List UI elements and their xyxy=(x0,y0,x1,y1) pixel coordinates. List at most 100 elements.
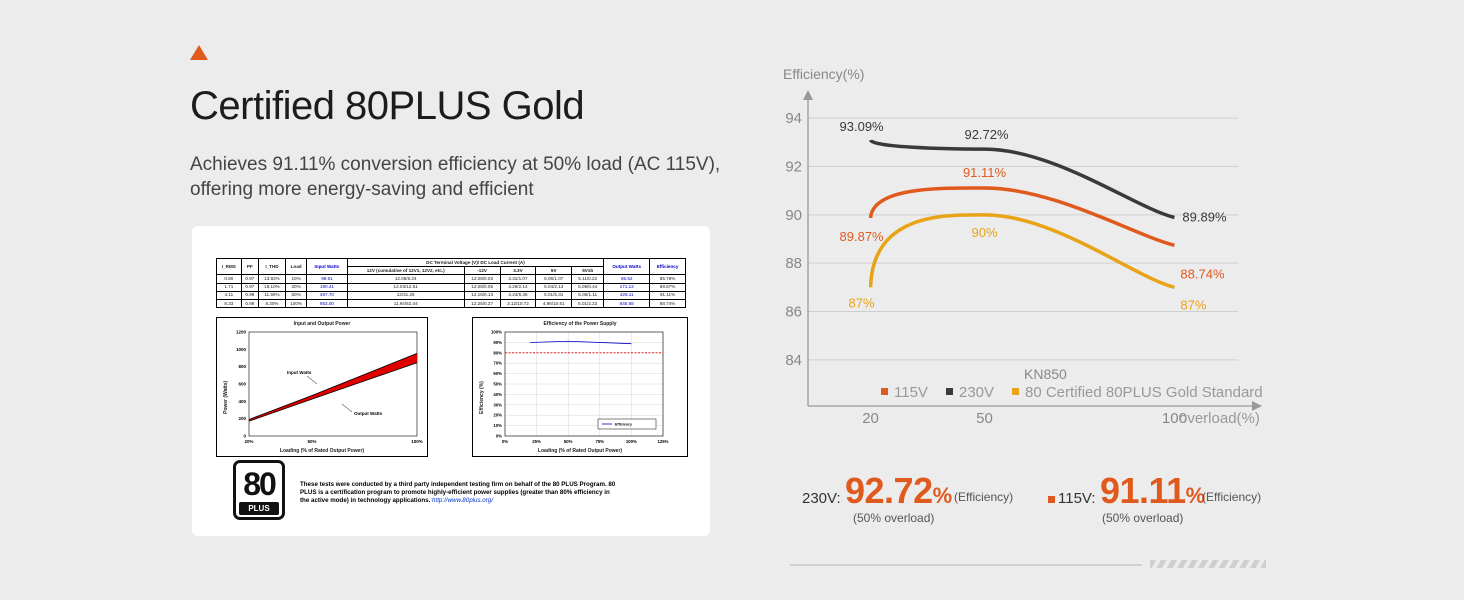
efficiency-power-supply-chart: Efficiency of the Power Supply Efficienc… xyxy=(472,317,688,457)
x-tick-label: 100 xyxy=(1162,410,1187,427)
table-cell: 467.70 xyxy=(306,290,348,300)
data-label: 91.11% xyxy=(963,165,1007,180)
eff-y-tick: 40% xyxy=(493,392,502,397)
subtitle-line-1: Achieves 91.11% conversion efficiency at… xyxy=(190,154,721,175)
stat-230v-sub: (50% overload) xyxy=(853,511,935,525)
table-cell: 5.11/0.22 xyxy=(571,274,605,284)
legend-swatch xyxy=(881,388,888,395)
chart-title: KN850 xyxy=(1024,366,1067,382)
series-line-0 xyxy=(868,186,1175,247)
th-5v: 5V xyxy=(535,266,573,276)
table-cell: 12.25/0.27 xyxy=(463,298,501,309)
output-watts-line xyxy=(248,362,418,422)
output-watts-label: Output Watts xyxy=(354,411,383,416)
report-note-link[interactable]: http://www.80plus.org/ xyxy=(432,497,493,504)
table-cell: 11.90% xyxy=(258,290,286,300)
eff-x-tick: 100% xyxy=(626,439,637,444)
table-cell: 20% xyxy=(284,282,308,292)
table-cell: 89.87% xyxy=(649,282,686,292)
data-label: 89.87% xyxy=(840,229,885,244)
stat-230v-unit: % xyxy=(932,483,953,508)
table-cell: 100% xyxy=(284,298,308,309)
y-axis-label: Efficiency(%) xyxy=(783,66,864,82)
table-cell: 3.24/5.36 xyxy=(499,290,537,300)
80plus-logo: 80 PLUS xyxy=(233,460,285,520)
table-cell: 0.97 xyxy=(240,274,260,284)
table-cell: 0.99 xyxy=(240,290,260,300)
page-subtitle: Achieves 91.11% conversion efficiency at… xyxy=(190,152,730,202)
table-row: 1.71 0.97 18.10% 20% 190.41 12.03/12.51 12.08/… xyxy=(216,282,686,292)
table-cell: 0.80 xyxy=(216,274,242,284)
eff-chart-plot: 100% 90% 80% 70% 60% 50% 40% 30% 20% 10% 0%0% 25% 50… xyxy=(491,330,669,445)
efficiency-chart: 84 86 88 90 92 94 Efficiency(%) 20 50 100 overload… xyxy=(770,60,1290,440)
y-tick-label: 90 xyxy=(785,207,802,224)
x-tick-label: 50 xyxy=(976,410,993,427)
data-label: 90% xyxy=(972,225,998,240)
legend-swatch xyxy=(1012,388,1019,395)
accent-triangle-icon xyxy=(190,45,208,60)
table-cell: 85.62 xyxy=(603,274,651,284)
subtitle-line-2: offering more energy-saving and efficien… xyxy=(190,179,534,200)
power-chart-xlabel: Loading (% of Rated Output Power) xyxy=(279,448,365,454)
eff-series-line xyxy=(530,340,632,345)
table-cell: 5.04/2.13 xyxy=(535,282,573,292)
stat-230v-number: 92.72 xyxy=(845,470,933,511)
power-x-tick: 20% xyxy=(244,439,253,444)
input-watts-pointer xyxy=(306,375,318,385)
table-cell: 12.16/0.13 xyxy=(463,290,501,300)
table-cell: 12.03/12.51 xyxy=(346,282,465,292)
power-y-tick: 600 xyxy=(238,382,246,387)
table-cell: 12.08/0.05 xyxy=(463,282,501,292)
stat-115v-sub: (50% overload) xyxy=(1102,511,1184,525)
th-dc-terminal: DC Terminal Voltage (V)/ DC Load Current… xyxy=(346,257,605,268)
th-neg12v: -12V xyxy=(463,266,501,276)
series-line-2 xyxy=(868,213,1175,290)
y-tick-label: 92 xyxy=(785,159,802,176)
th-ithd: I_THD xyxy=(258,257,286,276)
table-cell: 10% xyxy=(284,274,308,284)
table-row: 8.33 0.99 8.30% 100% 953.00 11.94/62.44 12.25/… xyxy=(216,298,686,309)
table-cell: 426.11 xyxy=(603,290,651,300)
data-label: 87% xyxy=(849,295,875,310)
x-axis-arrow-icon xyxy=(1252,401,1262,411)
table-cell: 4.96/10.61 xyxy=(535,298,573,309)
stat-230v-label: 230V: xyxy=(802,490,841,507)
eff-y-tick: 20% xyxy=(493,413,502,418)
legend-swatch xyxy=(946,388,953,395)
power-y-tick: 1200 xyxy=(236,330,247,335)
eff-y-tick: 30% xyxy=(493,402,502,407)
80plus-logo-number: 80 xyxy=(243,466,277,502)
table-cell: 171.13 xyxy=(603,282,651,292)
power-y-tick: 200 xyxy=(238,416,246,421)
table-cell: 5.06/1.07 xyxy=(535,274,573,284)
th-load: Load xyxy=(284,257,308,276)
eff-legend-label: Efficiency xyxy=(615,423,632,427)
table-cell: 85.78% xyxy=(649,274,686,284)
eff-plot-frame xyxy=(504,331,664,437)
bottom-stripes-decoration xyxy=(1150,560,1266,568)
th-output-watts: Output Watts xyxy=(603,257,651,276)
table-cell: 91.11% xyxy=(649,290,686,300)
data-label: 92.72% xyxy=(964,127,1009,142)
legend-label: 115V xyxy=(894,384,928,401)
eff-x-tick: 125% xyxy=(658,439,669,444)
input-output-power-chart: Input and Output Power Power (Watts) Loa… xyxy=(216,317,428,457)
test-report-card: I_RMS PF I_THD Load Input Watts DC Termi… xyxy=(192,226,710,536)
th-efficiency: Efficiency xyxy=(649,257,686,276)
efficiency-chart-svg: 84 86 88 90 92 94 Efficiency(%) 20 50 100overload… xyxy=(783,66,1263,427)
table-cell: 12.05/6.24 xyxy=(346,274,465,284)
th-input-watts: Input Watts xyxy=(306,257,348,276)
bottom-divider xyxy=(790,564,1142,566)
test-report-table: I_RMS PF I_THD Load Input Watts DC Termi… xyxy=(216,257,686,309)
table-cell: 4.11 xyxy=(216,290,242,300)
table-cell: 11.94/62.44 xyxy=(346,298,465,309)
table-cell: 18.10% xyxy=(258,282,286,292)
table-cell: 845.68 xyxy=(603,298,651,309)
table-cell: 8.30% xyxy=(258,298,286,309)
x-axis-label: overload(%) xyxy=(1179,410,1260,427)
th-12v: 12V (cumulative of 12V1, 12V2, etc.) xyxy=(346,266,465,276)
table-cell: 8.33 xyxy=(216,298,242,309)
y-axis-arrow-icon xyxy=(803,90,813,100)
eff-y-tick: 60% xyxy=(493,371,502,376)
power-y-tick: 0 xyxy=(243,434,246,439)
